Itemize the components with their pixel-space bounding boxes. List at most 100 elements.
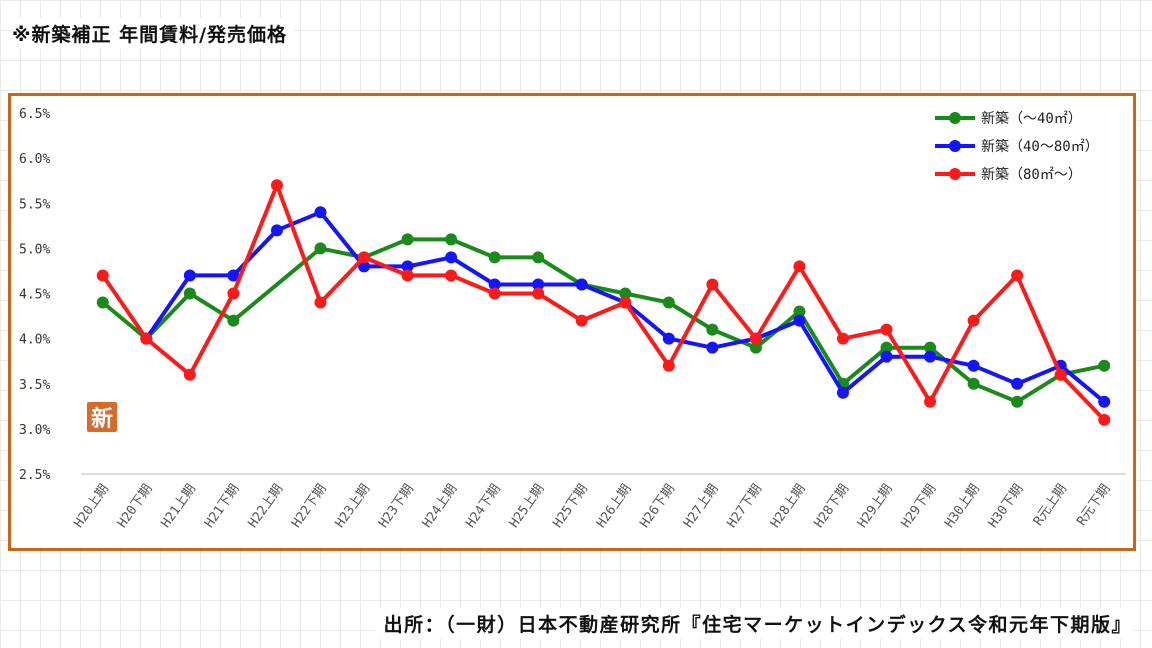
- chart-title: ※新築補正 年間賃料/発売価格: [12, 18, 294, 49]
- x-tick-label: H23上期: [333, 482, 374, 531]
- x-tick-label: R元下期: [1074, 482, 1113, 529]
- x-tick-label: H25下期: [550, 482, 591, 531]
- legend-marker: [949, 140, 961, 152]
- data-point: [1011, 269, 1024, 282]
- data-point: [270, 224, 283, 237]
- data-point: [445, 233, 458, 246]
- series-line-0: [101, 237, 1105, 404]
- data-point: [1098, 413, 1111, 426]
- data-point: [401, 233, 414, 246]
- x-tick-label: R元上期: [1031, 482, 1070, 529]
- data-point: [575, 278, 588, 291]
- data-point: [836, 332, 849, 345]
- data-point: [575, 314, 588, 327]
- data-point: [227, 314, 240, 327]
- x-tick-label: H24上期: [420, 482, 461, 531]
- data-point: [532, 251, 545, 264]
- data-point: [183, 287, 196, 300]
- x-tick-label: H22下期: [289, 482, 330, 531]
- data-point: [793, 260, 806, 273]
- data-point: [967, 314, 980, 327]
- data-point: [96, 269, 109, 282]
- data-point: [96, 296, 109, 309]
- data-point: [358, 251, 371, 264]
- legend-marker: [949, 168, 961, 180]
- x-tick-label: H26下期: [637, 482, 678, 531]
- y-tick-label: 3.0%: [19, 423, 50, 438]
- x-tick-label: H25上期: [507, 482, 548, 531]
- data-point: [314, 206, 327, 219]
- y-tick-label: 2.5%: [19, 468, 50, 483]
- source-note: 出所：（一財）日本不動産研究所『住宅マーケットインデックス令和元年下期版』: [375, 608, 1132, 639]
- x-tick-label: H27上期: [681, 482, 722, 531]
- chart-frame: 2.5% 3.0% 3.5% 4.0% 4.5% 5.0% 5.5% 6.0% 6.5% H20上…: [8, 93, 1136, 551]
- legend-label: 新築（～40㎡）: [981, 111, 1082, 127]
- x-tick-label: H20下期: [115, 482, 156, 531]
- data-point: [924, 395, 937, 408]
- x-tick-label: H29上期: [855, 482, 896, 531]
- data-point: [706, 278, 719, 291]
- data-point: [662, 296, 675, 309]
- data-point: [749, 332, 762, 345]
- data-point: [924, 341, 937, 354]
- data-point: [793, 314, 806, 327]
- data-point: [836, 386, 849, 399]
- data-point: [532, 278, 545, 291]
- x-tick-label: H30下期: [986, 482, 1027, 531]
- data-point: [183, 368, 196, 381]
- y-tick-label: 3.5%: [19, 378, 50, 393]
- data-point: [1011, 377, 1024, 390]
- data-point: [445, 251, 458, 264]
- legend-label: 新築（40～80㎡）: [981, 139, 1099, 155]
- x-tick-label: H21上期: [158, 482, 199, 531]
- data-point: [358, 260, 371, 273]
- data-point: [488, 287, 501, 300]
- y-tick-label: 6.5%: [19, 107, 50, 122]
- data-point: [314, 296, 327, 309]
- x-tick-label: H20上期: [71, 482, 112, 531]
- data-point: [140, 332, 153, 345]
- data-point: [183, 269, 196, 282]
- y-tick-label: 5.5%: [19, 197, 50, 212]
- data-point: [488, 251, 501, 264]
- x-tick-label: H26上期: [594, 482, 635, 531]
- data-point: [401, 260, 414, 273]
- data-point: [1098, 359, 1111, 372]
- new-construction-marker: 新: [87, 402, 117, 432]
- x-tick-label: H27下期: [725, 482, 766, 531]
- data-point: [401, 269, 414, 282]
- y-tick-label: 5.0%: [19, 242, 50, 257]
- data-point: [967, 377, 980, 390]
- data-point: [488, 278, 501, 291]
- data-point: [1098, 395, 1111, 408]
- data-point: [1011, 395, 1024, 408]
- data-point: [532, 287, 545, 300]
- y-tick-label: 4.0%: [19, 333, 50, 348]
- data-point: [314, 242, 327, 255]
- legend-label: 新築（80㎡～）: [981, 167, 1082, 183]
- series-line-2: [101, 183, 1106, 422]
- y-tick-label: 4.5%: [19, 288, 50, 303]
- data-point: [270, 179, 283, 192]
- data-point: [662, 332, 675, 345]
- data-point: [793, 305, 806, 318]
- x-tick-label: H30上期: [942, 482, 983, 531]
- data-point: [445, 269, 458, 282]
- data-point: [967, 359, 980, 372]
- line-chart: 2.5% 3.0% 3.5% 4.0% 4.5% 5.0% 5.5% 6.0% 6.5% H20上…: [19, 107, 1126, 531]
- data-point: [619, 287, 632, 300]
- data-point: [227, 287, 240, 300]
- x-tick-label: H23下期: [376, 482, 417, 531]
- data-point: [706, 341, 719, 354]
- data-point: [227, 269, 240, 282]
- y-tick-label: 6.0%: [19, 152, 50, 167]
- x-tick-label: H29下期: [899, 482, 940, 531]
- x-tick-label: H28上期: [768, 482, 809, 531]
- x-tick-label: H28下期: [812, 482, 853, 531]
- data-point: [662, 359, 675, 372]
- data-point: [619, 296, 632, 309]
- data-point: [1054, 368, 1067, 381]
- data-point: [880, 341, 893, 354]
- data-point: [749, 341, 762, 354]
- legend-marker: [949, 112, 961, 124]
